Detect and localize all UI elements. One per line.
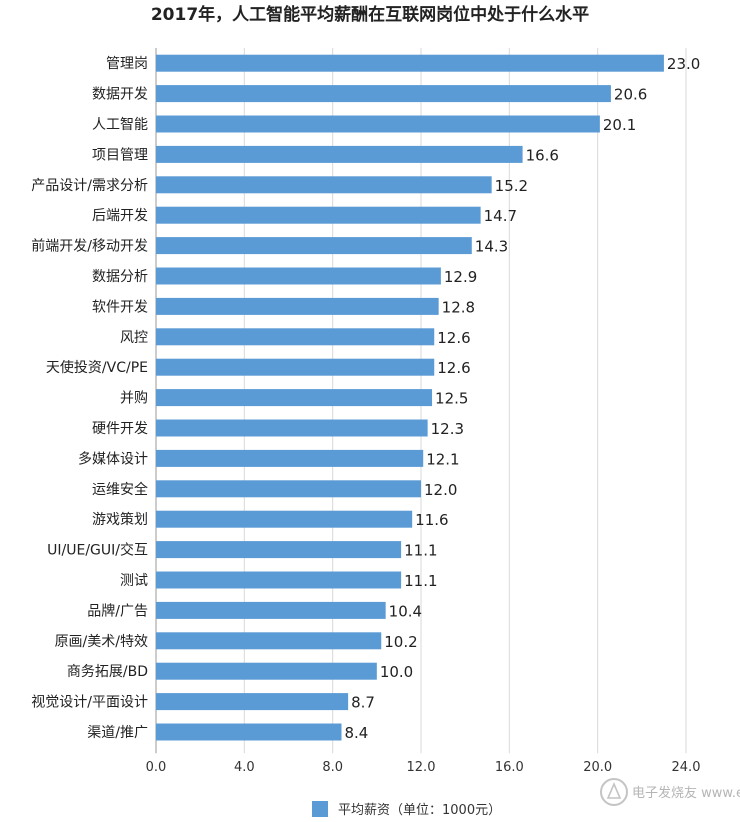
bar: [156, 571, 402, 589]
bar: [156, 85, 611, 103]
bar: [156, 632, 382, 650]
bar: [156, 115, 600, 133]
category-label: 人工智能: [92, 117, 148, 133]
bar: [156, 237, 472, 255]
value-label: 10.0: [380, 663, 413, 681]
value-label: 12.3: [431, 420, 464, 438]
x-tick-label: 8.0: [322, 760, 343, 775]
x-tick-label: 20.0: [583, 760, 612, 775]
bar: [156, 723, 342, 741]
bar-layer: [156, 54, 664, 741]
value-label: 12.9: [444, 268, 477, 286]
category-label: 软件开发: [92, 299, 148, 315]
value-label: 8.4: [345, 724, 369, 742]
x-tick-label: 24.0: [672, 760, 701, 775]
category-label: 并购: [120, 391, 148, 407]
bar: [156, 541, 402, 559]
bar: [156, 145, 523, 163]
value-label: 11.6: [415, 511, 448, 529]
value-label: 12.6: [437, 329, 470, 347]
value-label: 12.1: [426, 450, 459, 468]
x-tick-label: 0.0: [146, 760, 167, 775]
bar: [156, 419, 428, 437]
bar: [156, 601, 386, 619]
bar: [156, 510, 413, 528]
x-tick-label: 12.0: [407, 760, 436, 775]
legend-swatch: [312, 801, 328, 817]
bar: [156, 358, 435, 376]
bar: [156, 267, 441, 285]
category-label: 游戏策划: [92, 511, 148, 528]
value-label: 15.2: [495, 177, 528, 195]
category-label: 商务拓展/BD: [67, 664, 148, 680]
bar: [156, 693, 349, 711]
category-label: 风控: [120, 330, 148, 346]
legend: 平均薪资（单位：1000元）: [312, 801, 501, 818]
category-label: 渠道/推广: [87, 725, 148, 741]
value-label: 14.3: [475, 238, 508, 256]
category-label: 后端开发: [92, 208, 148, 224]
category-label: 前端开发/移动开发: [31, 238, 148, 255]
bar: [156, 449, 424, 467]
category-label: 硬件开发: [92, 421, 148, 437]
category-label: 产品设计/需求分析: [31, 178, 148, 194]
value-label: 16.6: [526, 146, 559, 164]
legend-label: 平均薪资（单位：1000元）: [338, 803, 501, 818]
category-label: 天使投资/VC/PE: [46, 359, 148, 376]
x-tick-label: 4.0: [234, 760, 255, 775]
category-label: 项目管理: [92, 147, 148, 163]
value-label: 8.7: [351, 694, 375, 712]
bar: [156, 328, 435, 346]
bar: [156, 297, 439, 315]
category-label: UI/UE/GUI/交互: [47, 542, 148, 559]
value-label: 11.1: [404, 572, 437, 590]
value-label: 10.4: [389, 602, 422, 620]
category-label: 管理岗: [106, 56, 148, 72]
value-label: 10.2: [384, 633, 417, 651]
category-label: 数据分析: [92, 269, 148, 285]
category-label: 数据开发: [92, 87, 148, 103]
value-label: 11.1: [404, 542, 437, 560]
value-label: 20.6: [614, 86, 647, 104]
chart-title: 2017年，人工智能平均薪酬在互联网岗位中处于什么水平: [151, 4, 589, 25]
category-label: 多媒体设计: [78, 450, 148, 467]
value-label: 12.5: [435, 390, 468, 408]
value-label: 12.8: [442, 298, 475, 316]
category-label: 视觉设计/平面设计: [31, 695, 148, 711]
watermark-text: 电子发烧友 www.elecfans.com: [632, 785, 740, 801]
bar: [156, 480, 421, 498]
bar: [156, 54, 664, 72]
label-layer: 管理岗 23.0 数据开发 20.6 人工智能 20.1 项目管理 16.6 产品设计/需求分析…: [31, 55, 700, 742]
bar: [156, 662, 377, 680]
x-tick-label: 16.0: [495, 760, 524, 775]
tick-layer: 0.0 4.0 8.0 12.0 16.0 20.0 24.0: [146, 760, 701, 775]
bar: [156, 176, 492, 194]
category-label: 品牌/广告: [87, 602, 148, 619]
category-label: 测试: [120, 573, 148, 589]
bar: [156, 206, 481, 224]
value-label: 20.1: [603, 116, 636, 134]
category-label: 运维安全: [92, 481, 148, 498]
watermark-logo-mark: [606, 781, 622, 799]
watermark-logo-icon: [600, 778, 628, 806]
category-label: 原画/美术/特效: [55, 634, 148, 650]
value-label: 23.0: [667, 55, 700, 73]
value-label: 12.6: [437, 359, 470, 377]
value-label: 12.0: [424, 481, 457, 499]
watermark: 电子发烧友 www.elecfans.com: [600, 778, 740, 806]
bar: [156, 389, 433, 407]
value-label: 14.7: [484, 207, 517, 225]
